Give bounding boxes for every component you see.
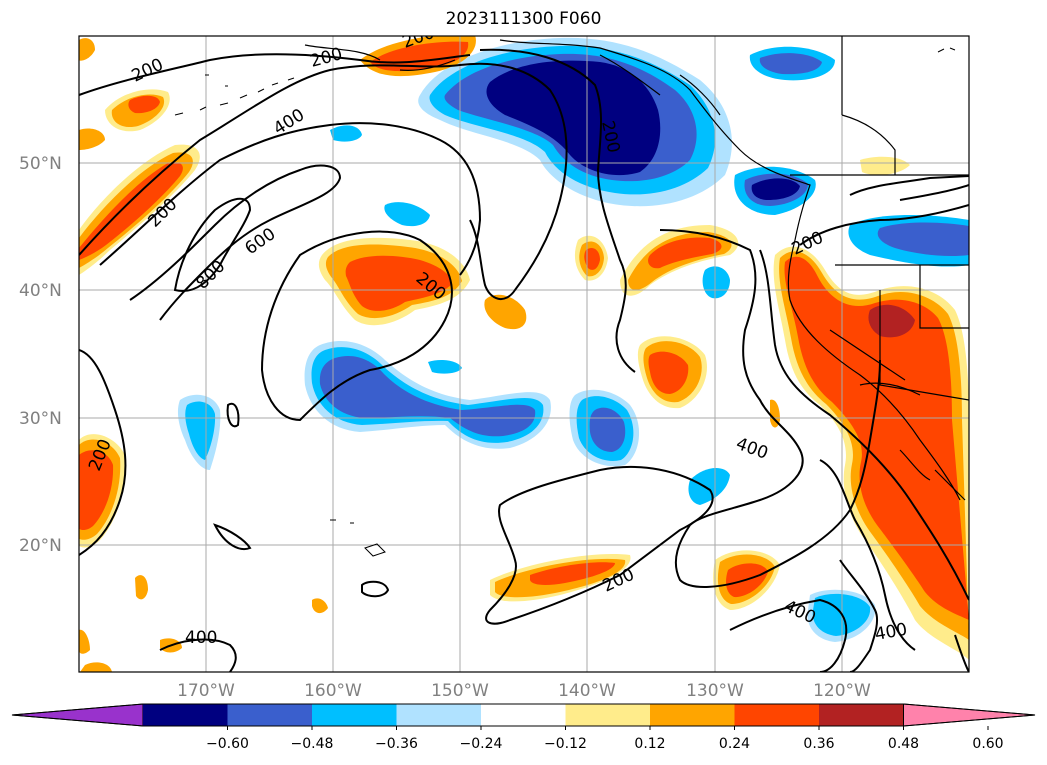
- colorbar-tick-label: −0.48: [291, 736, 334, 752]
- colorbar-tick-label: 0.36: [803, 736, 834, 752]
- height-contours: [79, 48, 969, 672]
- colorbar-segment: [396, 704, 482, 726]
- colorbar-segment: [312, 704, 397, 726]
- colorbar-outline: [11, 703, 1036, 727]
- lat-label: 40°N: [19, 281, 62, 301]
- islands: [174, 47, 956, 557]
- lat-label: 30°N: [19, 409, 62, 429]
- colorbar-extend-max: [903, 703, 1036, 727]
- colorbar-tick-label: 0.12: [634, 736, 665, 752]
- colorbar-tick-label: 0.60: [972, 736, 1003, 752]
- lat-label: 20°N: [19, 536, 62, 556]
- coastlines: [304, 36, 969, 501]
- colorbar-segment: [481, 704, 566, 726]
- colorbar-extend-min: [11, 703, 144, 727]
- latitude-labels: 50°N 40°N 30°N 20°N: [19, 154, 62, 556]
- map-frame: [78, 35, 970, 673]
- lon-label: 160°W: [304, 681, 362, 701]
- colorbar-tick-label: −0.12: [544, 736, 587, 752]
- lon-label: 150°W: [431, 681, 489, 701]
- colorbar-tick-label: −0.60: [206, 736, 249, 752]
- colorbar-tick-label: −0.24: [460, 736, 503, 752]
- map-title: 2023111300 F060: [445, 9, 602, 29]
- colorbar-tick-label: −0.36: [375, 736, 418, 752]
- lat-label: 50°N: [19, 154, 62, 174]
- colorbar-tick-label: 0.24: [719, 736, 750, 752]
- colorbar-tick-label: 0.48: [888, 736, 919, 752]
- positive-anomaly-shading: [79, 36, 969, 672]
- lon-label: 120°W: [813, 681, 871, 701]
- colorbar-segment: [734, 704, 820, 726]
- lon-label: 140°W: [558, 681, 616, 701]
- colorbar-segment: [650, 704, 735, 726]
- contour-label: 400: [185, 628, 217, 648]
- colorbar-segment: [227, 704, 313, 726]
- lon-label: 170°W: [177, 681, 235, 701]
- colorbar: −0.60 −0.48 −0.36 −0.24 −0.12 0.12 0.24 0.36 0.4…: [11, 703, 1036, 752]
- longitude-labels: 170°W 160°W 150°W 140°W 130°W 120°W: [177, 681, 871, 701]
- lon-label: 130°W: [686, 681, 744, 701]
- colorbar-segment: [819, 704, 904, 726]
- colorbar-segment: [143, 704, 228, 726]
- negative-anomaly-shading: [177, 37, 969, 642]
- colorbar-segment: [565, 704, 651, 726]
- map-plot-area: 200 200 400 200 600 800 200 200 200 200 …: [79, 36, 969, 672]
